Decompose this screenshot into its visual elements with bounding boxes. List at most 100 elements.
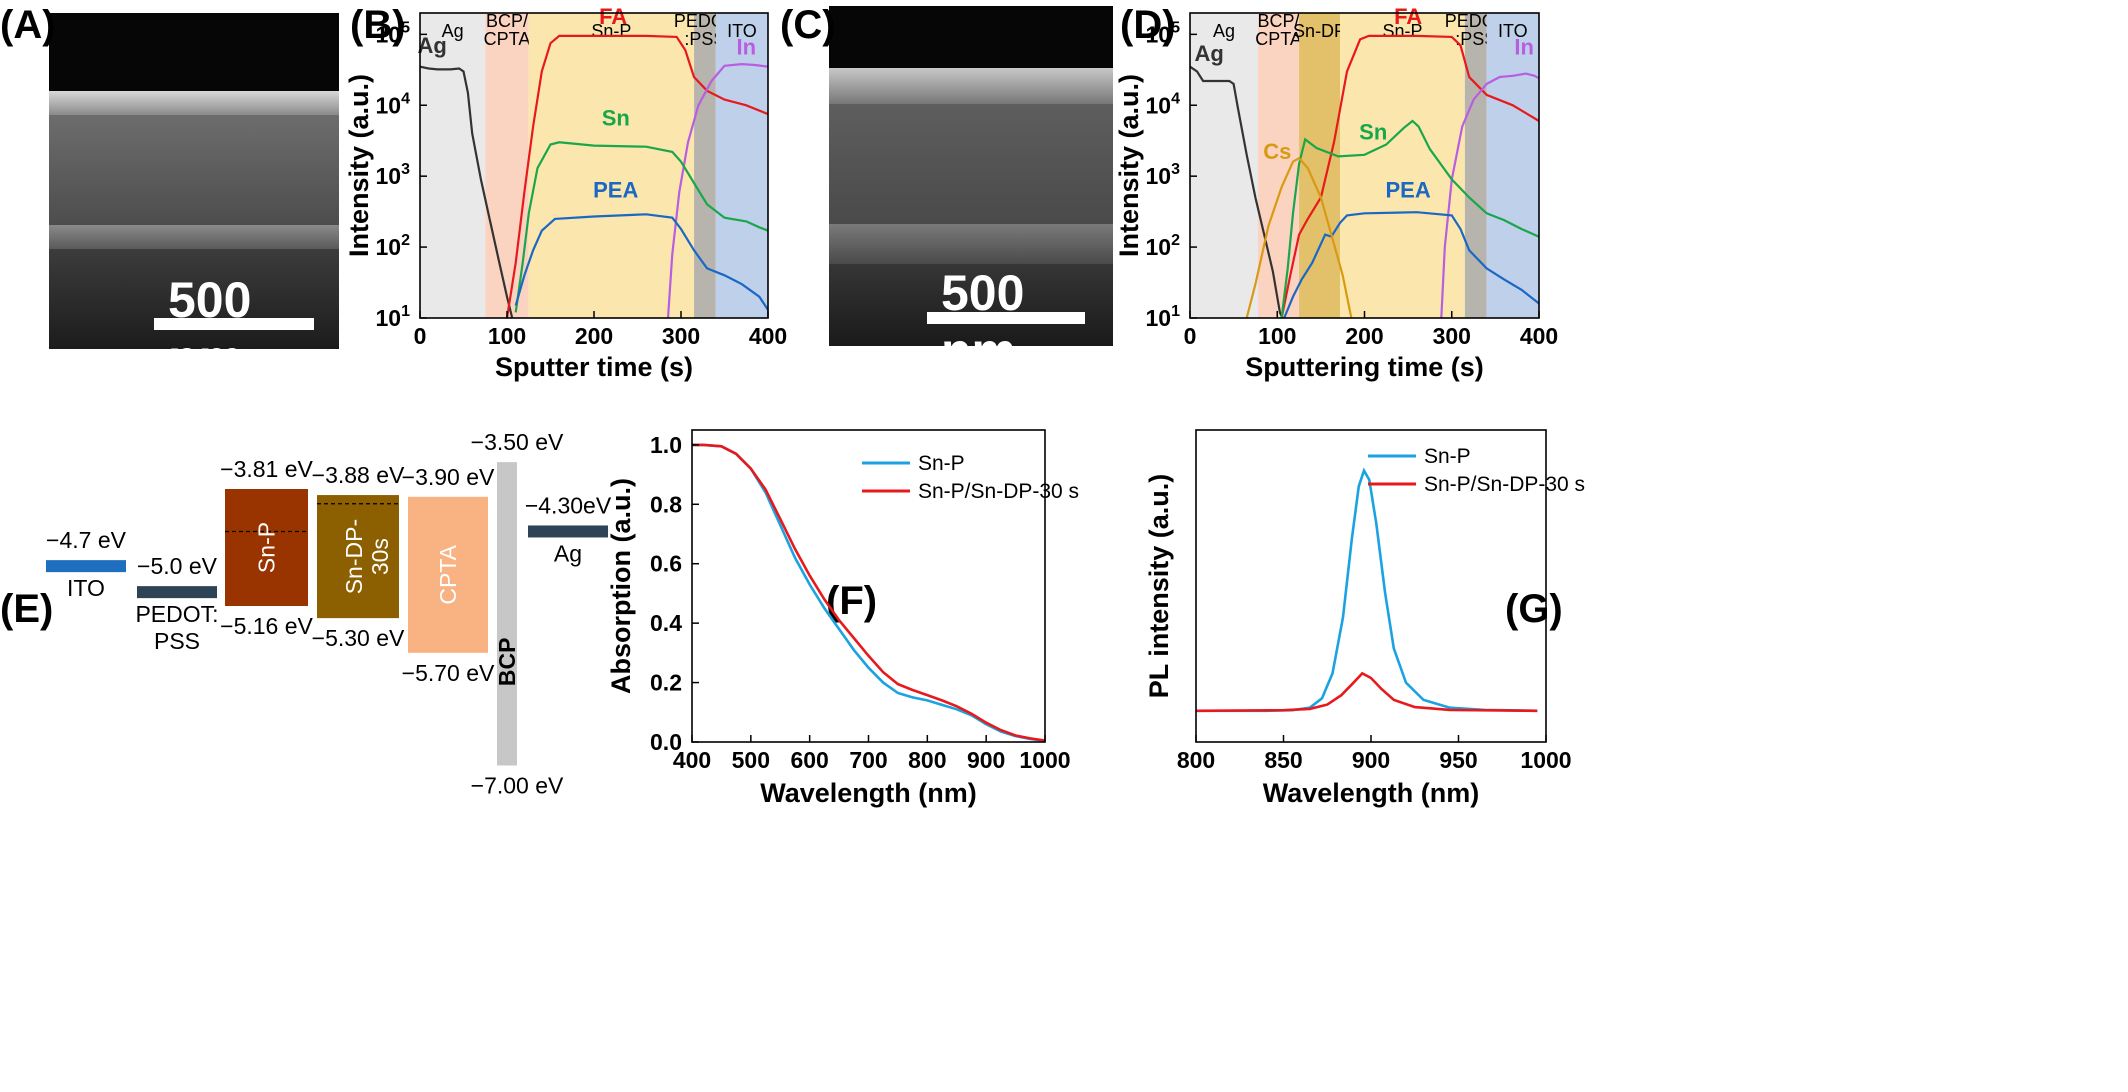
series-line-B-FA [505, 34, 769, 319]
series-line-G-Sn-P/Sn-DP-30 s [1195, 671, 1538, 713]
energy-name-Sn-P: Sn-P [254, 522, 280, 573]
series-line-F-Sn-P/Sn-DP-30 s [692, 443, 1046, 742]
sem-interface-layer [49, 225, 339, 249]
x-tick-label-F: 500 [732, 747, 770, 773]
series-label-B-In: In [736, 34, 756, 59]
x-axis-label-G: Wavelength (nm) [1263, 778, 1480, 808]
series-label-D-FA: FA [1394, 4, 1422, 29]
sem-top-layer [829, 6, 1113, 70]
series-label-D-Cs: Cs [1263, 139, 1291, 164]
energy-level-Ag [528, 525, 608, 538]
band-D-5 [1486, 13, 1539, 318]
energy-block-BCP [497, 462, 517, 766]
y-tick-label-F: 0.8 [650, 491, 682, 517]
x-tick-label-B: 100 [488, 323, 526, 349]
y-tick-label-B: 104 [376, 90, 411, 118]
panel-label-a: (A) [0, 3, 56, 47]
scale-label-c: 500 nm [941, 265, 1025, 346]
scale-bar-c [927, 312, 1085, 324]
chart-E: −4.7 eV ITO −5.0 eV PEDOT: PSS Sn-P −3.81 eV −5… [46, 429, 612, 798]
y-tick-label-B: 103 [376, 161, 411, 189]
x-axis-label-B: Sputter time (s) [495, 352, 693, 382]
series-label-B-Ag: Ag [418, 33, 447, 58]
x-axis-label-F: Wavelength (nm) [760, 778, 977, 808]
series-line-D-PEA [1283, 211, 1540, 319]
band-label-D-0: Ag [1213, 21, 1235, 41]
x-tick-label-F: 700 [849, 747, 887, 773]
panel-label-g: (G) [1505, 587, 1563, 631]
energy-name-Sn-DP-: Sn-DP-30s [341, 519, 393, 594]
x-tick-label-D: 100 [1258, 323, 1296, 349]
energy-name-CPTA: CPTA [435, 544, 461, 604]
energy-bottom-label-BCP: −7.00 eV [471, 772, 564, 798]
panel-label-f: (F) [826, 579, 877, 623]
series-line-D-Ag [1189, 65, 1284, 319]
series-line-D-FA [1280, 34, 1540, 319]
series-label-D-In: In [1514, 34, 1534, 59]
x-tick-label-D: 0 [1184, 323, 1197, 349]
energy-name-PEDOT:: PEDOT: PSS [135, 601, 218, 654]
x-tick-label-G: 850 [1264, 747, 1302, 773]
x-tick-label-F: 900 [967, 747, 1005, 773]
series-label-D-Ag: Ag [1195, 41, 1224, 66]
x-tick-label-F: 400 [673, 747, 711, 773]
sem-substrate-layer [49, 249, 339, 349]
scale-bar-a [154, 318, 314, 330]
energy-top-label-BCP: −3.50 eV [471, 429, 564, 455]
energy-level-PEDOT: [137, 586, 217, 599]
x-tick-label-G: 950 [1439, 747, 1477, 773]
energy-name-BCP: BCP [494, 638, 520, 687]
band-B-0 [420, 13, 486, 318]
energy-top-label-Ag: −4.30eV [525, 492, 612, 518]
y-tick-label-B: 101 [376, 303, 411, 331]
energy-top-label-Sn-P: −3.81 eV [220, 456, 313, 482]
panel-label-b: (B) [350, 3, 406, 47]
series-label-D-Sn: Sn [1359, 119, 1387, 144]
band-B-2 [528, 13, 695, 318]
energy-top-label-PEDOT:: −5.0 eV [137, 553, 218, 579]
x-tick-label-B: 200 [575, 323, 613, 349]
x-axis-label-D: Sputtering time (s) [1245, 352, 1484, 382]
energy-name-ITO: ITO [67, 575, 105, 601]
y-tick-label-F: 0.0 [650, 729, 682, 755]
y-tick-label-B: 105 [376, 19, 411, 47]
band-label-B-1: BCP/ [486, 11, 528, 31]
y-tick-label-F: 0.2 [650, 670, 682, 696]
legend-label-G-Sn-P: Sn-P [1424, 445, 1471, 468]
energy-name-Ag: Ag [554, 540, 582, 566]
legend-label-F-Sn-P: Sn-P [918, 452, 965, 475]
energy-block-Sn-DP- [317, 495, 399, 619]
y-axis-label-B: Intensity (a.u.) [344, 74, 374, 257]
sem-film-layer [49, 115, 339, 225]
band-label-B-0: Ag [442, 21, 464, 41]
energy-level-ITO [46, 560, 126, 573]
band-label-B-1: CPTA [484, 29, 531, 49]
sem-film-layer [829, 104, 1113, 224]
x-tick-label-F: 800 [908, 747, 946, 773]
x-tick-label-F: 1000 [1019, 747, 1070, 773]
band-label-B-4: ITO [727, 21, 757, 41]
y-tick-label-F: 1.0 [650, 432, 682, 458]
series-label-B-Sn: Sn [602, 105, 630, 130]
band-D-3 [1340, 13, 1465, 318]
x-tick-label-G: 800 [1177, 747, 1215, 773]
band-D-1 [1258, 13, 1300, 318]
band-label-D-2: Sn-DP [1293, 21, 1346, 41]
series-line-D-Sn [1280, 119, 1540, 319]
band-label-B-3: :PSS [684, 29, 725, 49]
x-tick-label-D: 200 [1345, 323, 1383, 349]
y-tick-label-D: 104 [1146, 90, 1181, 118]
energy-bottom-label-CPTA: −5.70 eV [402, 660, 495, 686]
panel-label-c: (C) [780, 3, 836, 47]
x-tick-label-D: 300 [1433, 323, 1471, 349]
series-label-D-PEA: PEA [1386, 178, 1431, 203]
legend-label-F-Sn-P/Sn-DP-30 s: Sn-P/Sn-DP-30 s [918, 480, 1079, 503]
band-label-D-4: :PSS [1455, 29, 1496, 49]
x-tick-label-B: 0 [414, 323, 427, 349]
series-line-B-Ag [419, 65, 514, 319]
series-line-B-Sn [514, 141, 769, 313]
